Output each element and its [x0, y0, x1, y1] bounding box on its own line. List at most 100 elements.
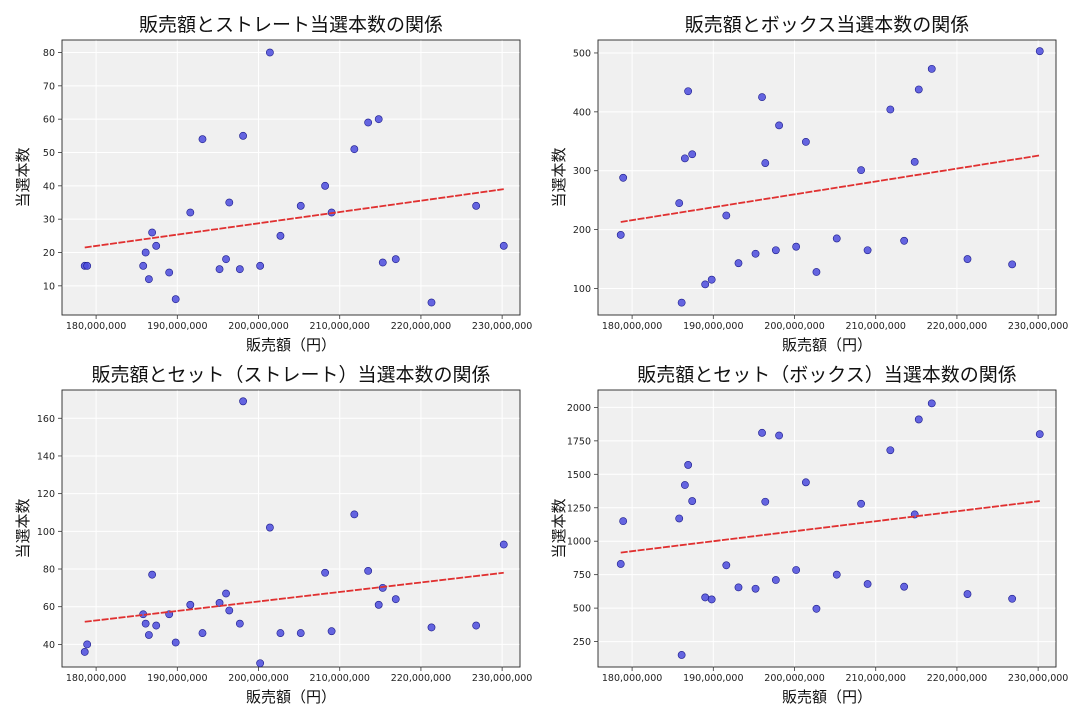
- data-point: [374, 600, 383, 609]
- data-point: [139, 261, 148, 270]
- data-point: [792, 242, 801, 251]
- data-point: [963, 590, 972, 598]
- data-point: [186, 208, 195, 217]
- y-tick-label: 200: [573, 225, 591, 236]
- plot-area: [597, 389, 1057, 668]
- data-point: [198, 135, 207, 144]
- y-tick-label: 250: [573, 637, 591, 648]
- data-point: [427, 298, 436, 307]
- y-tick-label: 1750: [567, 436, 591, 447]
- x-tick-label: 180,000,000: [602, 673, 662, 684]
- x-tick-label: 230,000,000: [472, 321, 532, 332]
- data-point: [198, 629, 207, 637]
- x-tick-label: 230,000,000: [1008, 321, 1068, 332]
- data-point: [83, 261, 92, 270]
- data-point: [144, 631, 153, 639]
- chart-panel-1: 180,000,000 190,000,000 200,000,000 210,000…: [14, 14, 532, 354]
- x-tick-label: 190,000,000: [147, 321, 207, 332]
- trend-line: [620, 154, 1040, 223]
- data-point: [832, 234, 841, 243]
- y-tick-label: 40: [43, 640, 55, 651]
- y-tick-label: 80: [43, 48, 55, 59]
- data-point: [148, 570, 157, 579]
- y-tick-label: 1250: [567, 503, 591, 514]
- data-point: [758, 93, 766, 102]
- x-tick-label: 210,000,000: [846, 673, 906, 684]
- data-point: [701, 280, 710, 289]
- data-point: [616, 231, 625, 239]
- x-tick-label: 200,000,000: [228, 673, 288, 684]
- data-point: [171, 638, 180, 647]
- data-point: [296, 201, 305, 210]
- trend-line: [620, 500, 1040, 554]
- data-point: [296, 629, 305, 637]
- x-tick-label: 190,000,000: [683, 321, 743, 332]
- chart-panel-3: 180,000,000 190,000,000 200,000,000 210,000…: [14, 364, 532, 706]
- data-point: [1035, 430, 1044, 439]
- data-point: [499, 241, 508, 250]
- chart-title: 販売額とセット（ボックス）当選本数の関係: [637, 364, 1016, 386]
- data-point: [83, 640, 92, 649]
- y-axis-label: 当選本数: [550, 147, 568, 207]
- data-point: [225, 198, 234, 207]
- data-point: [276, 231, 285, 240]
- y-tick-label: 500: [573, 604, 591, 615]
- x-tick-label: 180,000,000: [66, 321, 126, 332]
- data-point: [722, 211, 731, 220]
- plot-area: [61, 389, 521, 668]
- y-tick-label: 750: [573, 570, 591, 581]
- y-tick-label: 100: [573, 284, 591, 295]
- data-point: [734, 259, 743, 268]
- data-point: [677, 298, 686, 307]
- x-axis-label: 販売額（円）: [782, 688, 872, 706]
- data-point: [378, 583, 387, 592]
- data-point: [863, 580, 872, 588]
- data-point: [900, 236, 909, 245]
- data-point: [225, 606, 234, 615]
- data-point: [619, 173, 628, 182]
- y-tick-label: 1000: [567, 537, 591, 548]
- data-point: [1035, 47, 1044, 56]
- data-point: [927, 399, 936, 408]
- y-tick-label: 30: [43, 215, 55, 226]
- data-point: [364, 566, 373, 575]
- data-point: [707, 275, 716, 284]
- data-point: [616, 560, 625, 568]
- plot-area: [597, 39, 1057, 316]
- data-point: [152, 621, 161, 630]
- data-point: [239, 397, 247, 406]
- y-tick-label: 60: [43, 602, 55, 613]
- data-point: [256, 261, 265, 270]
- data-point: [391, 595, 400, 604]
- data-point: [927, 64, 936, 73]
- data-point: [148, 228, 157, 237]
- x-tick-label: 200,000,000: [764, 321, 824, 332]
- data-point: [186, 600, 195, 609]
- x-tick-label: 180,000,000: [66, 673, 126, 684]
- data-point: [239, 131, 247, 140]
- plot-border: [597, 389, 1057, 668]
- chart-title: 販売額とボックス当選本数の関係: [685, 14, 969, 36]
- x-tick-label: 230,000,000: [472, 673, 532, 684]
- x-tick-label: 190,000,000: [683, 673, 743, 684]
- y-tick-label: 40: [43, 181, 55, 192]
- data-point: [350, 145, 359, 154]
- data-point: [684, 87, 693, 96]
- y-tick-label: 70: [43, 81, 55, 92]
- data-point: [141, 248, 150, 257]
- y-tick-label: 120: [37, 489, 55, 500]
- data-point: [863, 246, 872, 255]
- data-point: [222, 255, 230, 264]
- data-point: [1008, 594, 1017, 603]
- y-tick-label: 140: [37, 451, 55, 462]
- x-axis-label: 販売額（円）: [246, 336, 336, 354]
- x-tick-label: 200,000,000: [228, 321, 288, 332]
- data-point: [734, 583, 743, 592]
- y-tick-label: 400: [573, 107, 591, 118]
- data-point: [751, 249, 760, 258]
- x-tick-label: 210,000,000: [846, 321, 906, 332]
- y-tick-label: 1500: [567, 470, 591, 481]
- x-tick-label: 190,000,000: [147, 673, 207, 684]
